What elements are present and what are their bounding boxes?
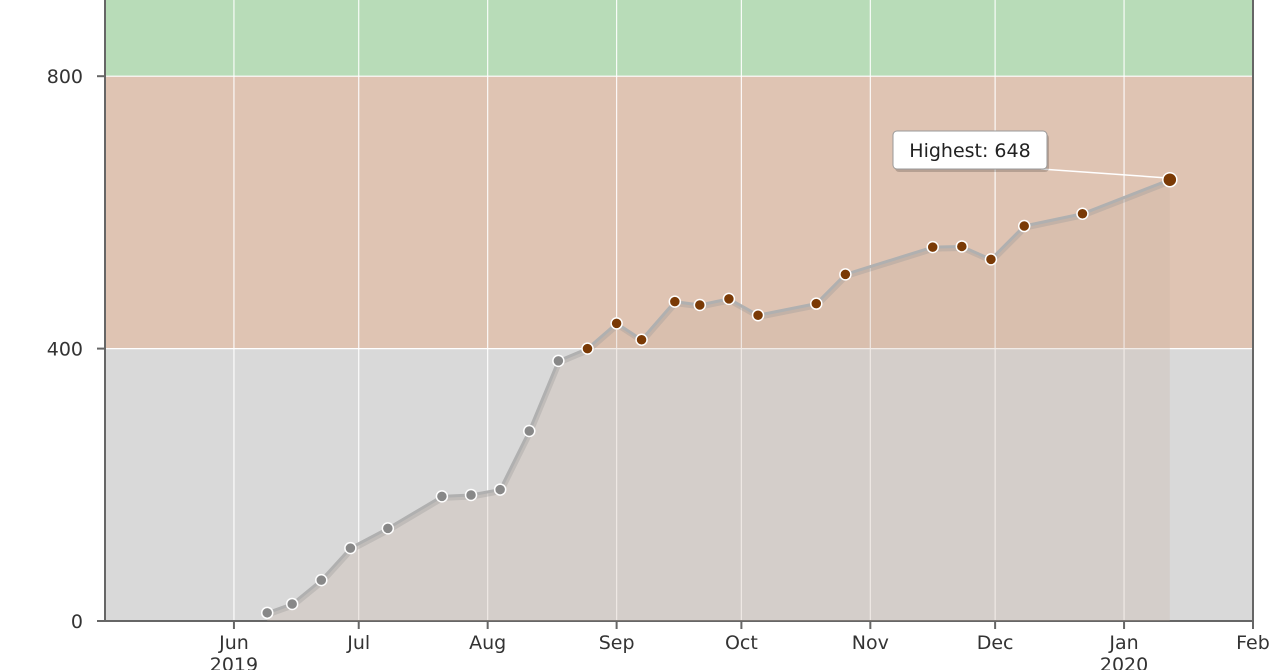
data-point-11[interactable] xyxy=(610,317,623,330)
background-bands xyxy=(105,0,1253,621)
x-tick-label-7: Jan xyxy=(1108,632,1138,654)
x-tick-label-8: Feb xyxy=(1236,632,1270,654)
data-point-9[interactable] xyxy=(552,354,565,368)
x-tick-label-1: Jul xyxy=(346,632,370,654)
series-area-0 xyxy=(267,179,1170,621)
data-point-3[interactable] xyxy=(344,541,357,555)
annotation-box xyxy=(892,130,1048,170)
x-tick-sublabel-0: 2019 xyxy=(210,654,258,670)
data-point-18[interactable] xyxy=(839,268,852,281)
x-tick-sublabel-7: 2020 xyxy=(1100,654,1148,670)
data-point-12[interactable] xyxy=(635,333,648,346)
data-point-17[interactable] xyxy=(810,297,823,310)
x-tick-label-4: Oct xyxy=(725,632,758,654)
highest-annotation: Highest: 648 xyxy=(892,130,1164,179)
data-point-0[interactable] xyxy=(260,606,274,620)
data-point-23[interactable] xyxy=(1076,207,1089,221)
x-tick-label-5: Nov xyxy=(852,632,889,654)
y-tick-label-2: 800 xyxy=(47,66,83,88)
data-point-21[interactable] xyxy=(984,253,998,266)
data-point-4[interactable] xyxy=(381,522,395,535)
y-tick-label-0: 0 xyxy=(71,611,83,633)
data-point-7[interactable] xyxy=(493,483,507,496)
data-point-19[interactable] xyxy=(926,240,939,254)
data-point-16[interactable] xyxy=(751,308,765,322)
axes xyxy=(97,0,1254,629)
band-2 xyxy=(105,0,1253,77)
data-point-13[interactable] xyxy=(668,295,682,308)
data-point-1[interactable] xyxy=(285,597,299,611)
data-point-15[interactable] xyxy=(722,292,736,306)
data-point-20[interactable] xyxy=(955,240,969,253)
x-tick-label-0: Jun xyxy=(218,632,249,654)
y-axis-tick-labels: 0 400 800 xyxy=(47,66,83,633)
x-tick-label-6: Dec xyxy=(977,632,1014,654)
data-point-22[interactable] xyxy=(1017,219,1031,233)
annotation-connector xyxy=(1040,168,1164,179)
data-point-14[interactable] xyxy=(693,298,707,312)
data-series xyxy=(260,171,1178,621)
data-point-8[interactable] xyxy=(523,424,536,438)
data-point-5[interactable] xyxy=(435,490,449,503)
data-point-24[interactable] xyxy=(1162,171,1178,188)
data-point-6[interactable] xyxy=(464,488,478,502)
x-tick-label-2: Aug xyxy=(469,632,506,654)
data-point-2[interactable] xyxy=(315,573,328,587)
annotation-label: Highest: 648 xyxy=(909,140,1030,162)
y-tick-label-1: 400 xyxy=(47,339,83,361)
band-0 xyxy=(105,348,1253,621)
data-point-10[interactable] xyxy=(581,342,594,355)
x-tick-label-3: Sep xyxy=(599,632,635,654)
